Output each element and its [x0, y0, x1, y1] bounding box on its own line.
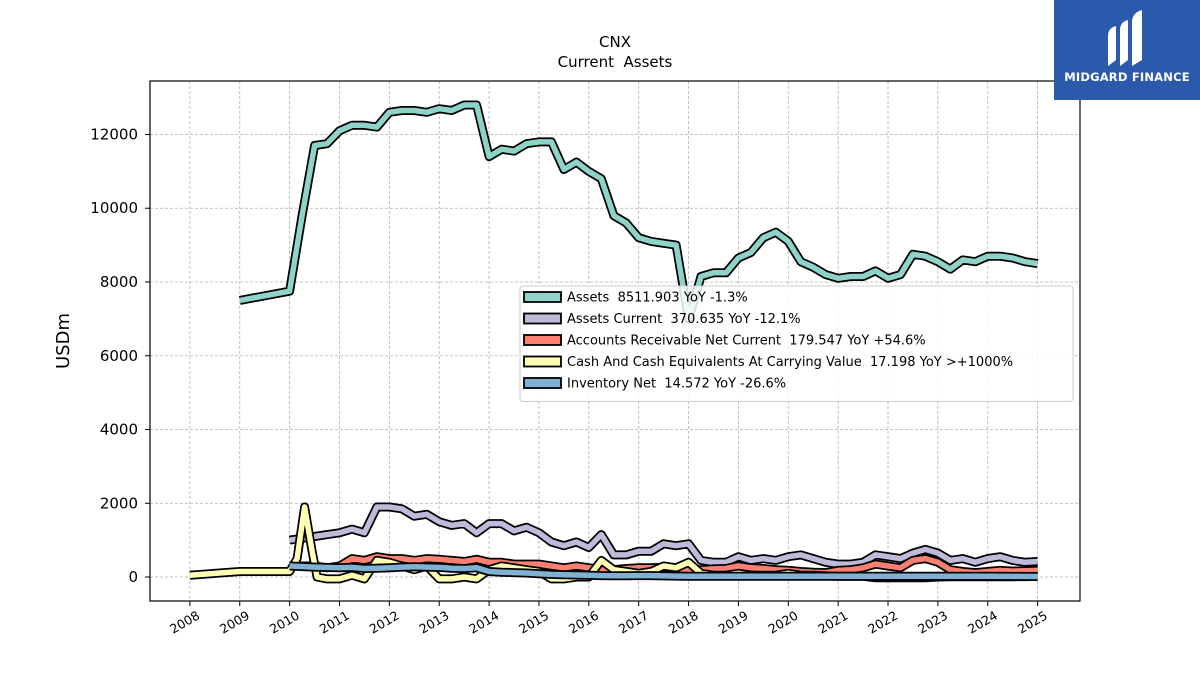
- brand-name: MIDGARD FINANCE: [1064, 70, 1190, 84]
- plot-frame: [149, 80, 1081, 602]
- legend-swatch-cash-and-cash-equivalents-at-carrying-value: [523, 355, 562, 368]
- legend-swatch-assets: [523, 291, 562, 303]
- x-tick-label: 2009: [217, 608, 252, 637]
- x-tick-label: 2021: [815, 608, 850, 637]
- y-axis-label: USDm: [53, 313, 74, 369]
- series-line-assets: [239, 102, 1039, 322]
- x-tick-label: 2025: [1015, 608, 1050, 637]
- x-tick-label: 2019: [716, 608, 751, 637]
- legend: Assets 8511.903 YoY -1.3% Assets Current …: [519, 285, 1074, 402]
- x-tick-label: 2012: [367, 608, 402, 637]
- series-group: [189, 100, 1039, 584]
- series-line-inventory-net: [289, 563, 1038, 580]
- x-tick-label: 2014: [466, 608, 501, 637]
- legend-box: [519, 285, 1074, 402]
- x-tick-label: 2010: [267, 608, 302, 637]
- legend-label-accounts-receivable-net-current: Accounts Receivable Net Current 179.547 …: [567, 334, 926, 349]
- y-tick-label: 0: [128, 568, 138, 586]
- legend-swatch-inventory-net: [523, 377, 562, 389]
- x-tick-label: 2018: [666, 608, 701, 637]
- x-tick-label: 2016: [566, 608, 601, 637]
- x-tick-label: 2022: [865, 608, 900, 637]
- brand-logo: MIDGARD FINANCE: [1054, 0, 1200, 100]
- x-tick-label: 2011: [317, 608, 352, 637]
- x-tick-label: 2015: [516, 608, 551, 637]
- x-tick-label: 2024: [965, 608, 1000, 637]
- legend-label-cash-and-cash-equivalents-at-carrying-value: Cash And Cash Equivalents At Carrying Va…: [567, 355, 1013, 370]
- chart-title: CNX: [599, 33, 631, 51]
- x-tick-label: 2008: [167, 608, 202, 637]
- x-tick-label: 2023: [915, 608, 950, 637]
- brand-mark-icon: [1108, 10, 1142, 66]
- legend-swatch-assets-current: [523, 312, 562, 325]
- x-tick-label: 2013: [416, 608, 451, 637]
- y-tick-label: 6000: [100, 347, 138, 365]
- legend-label-assets-current: Assets Current 370.635 YoY -12.1%: [567, 312, 801, 327]
- y-tick-label: 8000: [100, 273, 138, 291]
- legend-swatch-accounts-receivable-net-current: [523, 334, 562, 346]
- x-tick-label: 2020: [766, 608, 801, 637]
- chart-subtitle: Current Assets: [558, 53, 673, 71]
- series-line-assets-current: [289, 504, 1038, 567]
- x-tick-label: 2017: [616, 608, 651, 637]
- legend-label-inventory-net: Inventory Net 14.572 YoY -26.6%: [567, 377, 786, 392]
- y-tick-label: 12000: [90, 125, 138, 143]
- legend-label-assets: Assets 8511.903 YoY -1.3%: [567, 291, 748, 306]
- y-tick-label: 10000: [90, 199, 138, 217]
- y-tick-label: 2000: [100, 494, 138, 512]
- y-tick-label: 4000: [100, 421, 138, 439]
